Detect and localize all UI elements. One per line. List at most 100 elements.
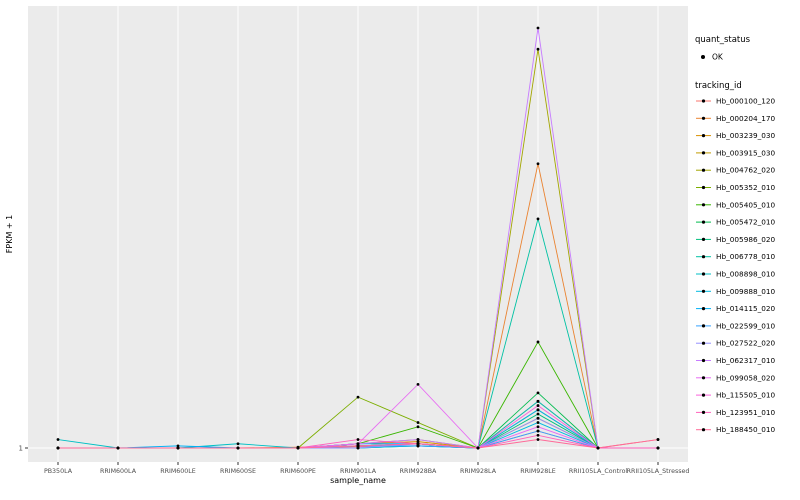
legend-key-point-icon xyxy=(701,151,706,155)
legend-key-point-icon xyxy=(701,134,706,138)
data-point xyxy=(176,446,180,450)
data-point xyxy=(416,421,420,424)
legend-label-Hb_062317_010: Hb_062317_010 xyxy=(716,356,776,365)
data-point xyxy=(56,446,60,450)
data-point xyxy=(356,446,360,450)
data-point xyxy=(296,446,300,450)
x-tick-label: PB350LA xyxy=(44,468,73,475)
legend-label-Hb_000100_120: Hb_000100_120 xyxy=(716,97,776,106)
data-point xyxy=(416,425,420,429)
data-point xyxy=(656,446,660,450)
x-tick-label: RRIM600SE xyxy=(220,468,256,475)
data-point xyxy=(536,416,540,420)
x-tick-label: RRIM928BA xyxy=(400,468,437,475)
data-point xyxy=(476,446,480,450)
x-tick-label: RRIM600LA xyxy=(100,468,137,475)
x-axis-title: sample_name xyxy=(330,476,386,485)
legend-label-ok: OK xyxy=(712,53,724,62)
data-point xyxy=(116,446,120,450)
legend-key-point-icon xyxy=(701,255,706,259)
legend-label-Hb_005986_020: Hb_005986_020 xyxy=(716,235,776,244)
data-point xyxy=(536,438,540,441)
legend-key-point-icon xyxy=(701,272,706,276)
legend-label-Hb_003915_030: Hb_003915_030 xyxy=(716,148,776,157)
legend-label-Hb_123951_010: Hb_123951_010 xyxy=(716,408,776,417)
legend-key-ok-point-icon xyxy=(701,55,705,59)
data-point xyxy=(416,440,420,444)
legend-label-Hb_008898_010: Hb_008898_010 xyxy=(716,270,776,279)
legend-title-quant-status: quant_status xyxy=(695,35,751,45)
legend-label-Hb_099058_020: Hb_099058_020 xyxy=(716,373,776,382)
legend-label-Hb_022599_010: Hb_022599_010 xyxy=(716,321,776,330)
data-point xyxy=(356,442,360,446)
x-tick-label: RRIM600LE xyxy=(160,468,196,475)
x-tick-label: RRII105LA_Stressed xyxy=(627,468,690,475)
legend-key-point-icon xyxy=(701,168,706,172)
legend-label-Hb_009888_010: Hb_009888_010 xyxy=(716,287,776,296)
x-tick-label: RRIM928LE xyxy=(520,468,556,475)
data-point xyxy=(536,47,540,51)
legend-label-Hb_003239_030: Hb_003239_030 xyxy=(716,131,776,140)
legend-key-point-icon xyxy=(701,376,706,380)
legend-label-Hb_004762_020: Hb_004762_020 xyxy=(716,166,776,175)
legend-label-Hb_188450_010: Hb_188450_010 xyxy=(716,425,776,434)
data-point xyxy=(536,391,540,395)
legend-key-point-icon xyxy=(701,220,706,224)
data-point xyxy=(416,442,420,446)
x-tick-label: RRIM600PE xyxy=(280,468,316,475)
legend-key-point-icon xyxy=(701,307,706,311)
data-point xyxy=(416,382,420,386)
data-point xyxy=(356,395,360,399)
legend-key-point-icon xyxy=(701,203,706,207)
data-point xyxy=(536,404,540,407)
legend-title-tracking-id: tracking_id xyxy=(695,81,742,91)
data-point xyxy=(536,408,540,412)
data-point xyxy=(536,162,540,166)
legend-key-point-icon xyxy=(701,324,706,328)
data-point xyxy=(536,433,540,437)
data-point xyxy=(356,444,360,448)
y-tick-label: 1 xyxy=(19,445,23,453)
legend-key-point-icon xyxy=(701,341,706,345)
x-tick-label: RRII105LA_Control xyxy=(569,468,628,475)
data-point xyxy=(176,444,180,448)
legend-label-Hb_115505_010: Hb_115505_010 xyxy=(716,391,776,400)
data-point xyxy=(236,442,240,446)
legend-key-point-icon xyxy=(701,237,706,241)
legend-key-point-icon xyxy=(701,99,706,103)
legend-label-Hb_014115_020: Hb_014115_020 xyxy=(716,304,776,313)
data-point xyxy=(536,425,540,429)
legend-label-Hb_005352_010: Hb_005352_010 xyxy=(716,183,776,192)
legend-label-Hb_006778_010: Hb_006778_010 xyxy=(716,252,776,261)
legend-key-point-icon xyxy=(701,410,706,414)
legend-key-point-icon xyxy=(701,116,706,120)
data-point xyxy=(356,438,360,441)
data-point xyxy=(536,421,540,424)
data-point xyxy=(416,438,420,441)
data-point xyxy=(536,429,540,433)
legend-key-point-icon xyxy=(701,358,706,363)
x-tick-label: RRIM901LA xyxy=(340,468,377,475)
data-point xyxy=(536,399,540,403)
legend-key-point-icon xyxy=(701,289,706,293)
data-point xyxy=(416,444,420,448)
data-point xyxy=(236,446,240,450)
data-point xyxy=(536,412,540,416)
data-point xyxy=(596,446,600,450)
data-point xyxy=(536,217,540,221)
data-point xyxy=(656,438,660,441)
legend-label-Hb_005405_010: Hb_005405_010 xyxy=(716,200,776,209)
legend-label-Hb_000204_170: Hb_000204_170 xyxy=(716,114,776,123)
y-axis-title: FPKM + 1 xyxy=(5,215,14,253)
legend-key-point-icon xyxy=(701,185,706,190)
data-point xyxy=(536,340,540,344)
data-point xyxy=(536,26,540,30)
x-tick-label: RRIM928LA xyxy=(460,468,497,475)
legend-label-Hb_027522_020: Hb_027522_020 xyxy=(716,339,776,348)
legend-key-point-icon xyxy=(701,393,706,397)
legend-label-Hb_005472_010: Hb_005472_010 xyxy=(716,218,776,227)
legend-key-point-icon xyxy=(701,428,706,432)
data-point xyxy=(56,438,60,441)
